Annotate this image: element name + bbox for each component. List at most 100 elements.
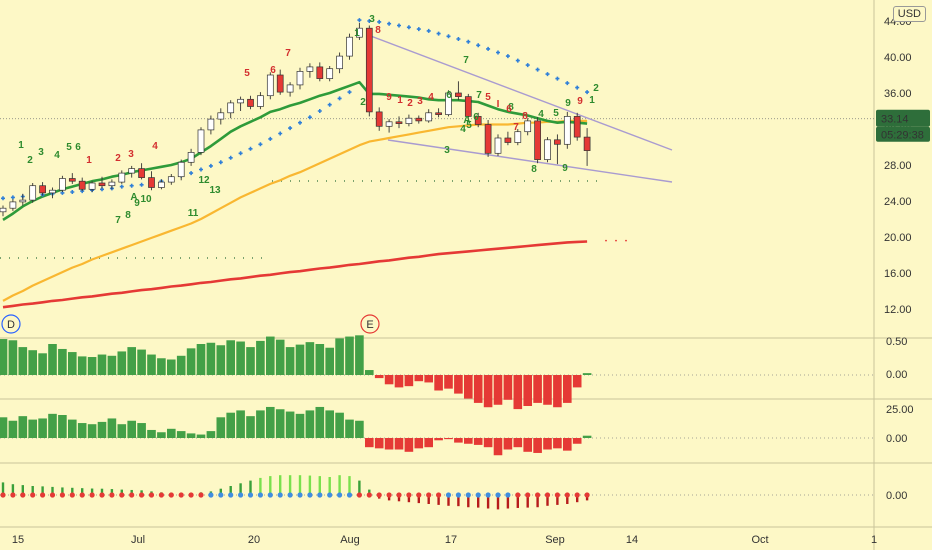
histogram-bar [269,476,272,495]
td-count-green: 2 [27,155,33,166]
histogram-bar [97,421,107,438]
candle-body [207,118,215,131]
histogram-bar [486,495,490,509]
histogram-bar [21,485,24,495]
histogram-bar [206,431,216,438]
panel-y-tick-label: 0.00 [886,433,907,445]
histogram-bar [394,438,404,450]
histogram-bar [328,477,331,495]
sar-marker [466,39,471,44]
candle-body [128,168,136,174]
td-count-red: 6 [506,104,512,115]
histogram-bar [100,488,104,495]
histogram-bar [503,438,513,450]
histogram-bar [345,419,354,438]
sar-marker [387,21,392,26]
candle-body [405,117,413,124]
currency-badge[interactable]: USD [892,6,926,22]
event-marker [360,314,380,334]
squeeze-dot [455,492,461,498]
candle-body [257,95,264,107]
sar-marker [575,85,580,90]
candle-body [266,74,274,97]
sar-marker [218,160,223,165]
x-tick-label: 14 [626,534,638,546]
sar-marker [496,50,500,55]
td-count-green: 8 [531,164,537,175]
squeeze-dot [584,492,590,498]
sar-marker [307,115,312,120]
sar-marker [525,63,530,68]
histogram-bar [496,495,500,510]
y-tick-label: 20.00 [884,232,912,244]
histogram-bar [137,423,146,438]
td-count-green: 5 [553,108,559,119]
td-count-red: 7 [513,122,519,133]
histogram-bar [348,476,351,495]
td-count-red: 4 [152,141,158,152]
histogram-bar [308,475,312,495]
sar-marker [278,131,283,136]
candle-body [464,96,472,117]
squeeze-dot [287,492,293,498]
ma-projection-dot [605,239,607,242]
sar-marker [268,136,273,141]
td-count-red: 1 [86,155,92,166]
td-count-green: 6 [446,90,452,101]
channel-lower-line [387,139,673,183]
sar-marker [357,18,362,23]
histogram-bar [387,495,391,501]
squeeze-dot [69,492,75,498]
x-tick-label: 17 [445,534,457,546]
histogram-bar [493,375,503,405]
histogram-bar [1,482,5,495]
squeeze-dot [366,492,372,498]
candle-body [108,181,116,187]
histogram-bar [384,438,394,450]
histogram-bar [295,344,305,375]
squeeze-dot [20,492,26,498]
countdown-label: 05:29:38 [881,130,924,142]
squeeze-dot [307,492,313,498]
histogram-bar [90,488,94,495]
histogram-bar [256,410,265,438]
histogram-bar [427,495,430,504]
candle-body [326,68,334,79]
candle-body [59,178,66,191]
histogram-bar [206,342,216,375]
ma-projection-dot [625,239,627,242]
squeeze-dot [465,492,471,498]
histogram-bar [315,344,325,375]
squeeze-dot [535,492,541,498]
histogram-bar [298,475,302,495]
histogram-bar [533,375,542,403]
histogram-bar [38,418,47,438]
histogram-bar [553,375,562,408]
td-count-red: 7 [285,48,291,59]
histogram-bar [117,351,127,375]
candle-body [445,92,452,115]
candle-body [227,102,235,114]
histogram-bar [97,354,107,375]
candle-body [187,152,195,163]
squeeze-dot [238,492,244,498]
sar-marker [555,76,560,81]
td-count-green: 9 [565,98,571,109]
squeeze-dot [376,492,382,498]
squeeze-dot [109,492,115,498]
histogram-bar [186,348,196,375]
histogram-bar [543,375,552,405]
histogram-bar [0,339,8,375]
histogram-bar [196,344,206,375]
td-annotation: A [130,192,137,203]
squeeze-dot [337,492,343,498]
sar-marker [416,27,421,32]
td-annotation: A [463,115,470,126]
histogram-bar [266,406,275,438]
histogram-bar [397,495,401,502]
histogram-bar [576,495,579,503]
squeeze-dot [426,492,432,498]
sar-marker [298,120,302,125]
squeeze-dot [168,492,174,498]
